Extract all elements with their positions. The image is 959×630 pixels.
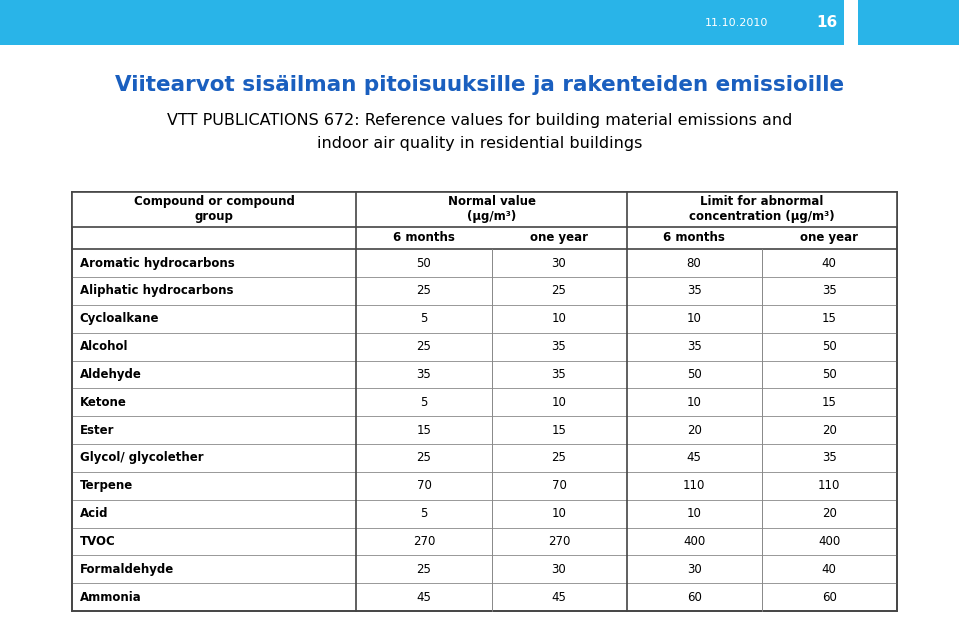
Text: 25: 25 bbox=[551, 452, 567, 464]
Text: Normal value
(µg/m³): Normal value (µg/m³) bbox=[448, 195, 535, 223]
Text: 45: 45 bbox=[416, 591, 432, 604]
Text: 25: 25 bbox=[551, 284, 567, 297]
Text: Aliphatic hydrocarbons: Aliphatic hydrocarbons bbox=[80, 284, 233, 297]
Text: 25: 25 bbox=[416, 284, 432, 297]
Text: 15: 15 bbox=[822, 312, 836, 325]
Text: 400: 400 bbox=[818, 535, 840, 548]
Text: Glycol/ glycolether: Glycol/ glycolether bbox=[80, 452, 203, 464]
Text: Alcohol: Alcohol bbox=[80, 340, 129, 353]
Text: Ammonia: Ammonia bbox=[80, 591, 141, 604]
Text: Limit for abnormal
concentration (µg/m³): Limit for abnormal concentration (µg/m³) bbox=[689, 195, 834, 223]
Text: 60: 60 bbox=[687, 591, 702, 604]
Text: Aldehyde: Aldehyde bbox=[80, 368, 142, 381]
Text: 40: 40 bbox=[822, 563, 836, 576]
Text: 6 months: 6 months bbox=[664, 231, 725, 244]
Text: 20: 20 bbox=[822, 507, 836, 520]
Text: 270: 270 bbox=[548, 535, 571, 548]
Text: Compound or compound
group: Compound or compound group bbox=[133, 195, 294, 223]
Text: 45: 45 bbox=[551, 591, 567, 604]
Text: 50: 50 bbox=[416, 256, 432, 270]
Bar bbox=[0, 0, 959, 45]
Text: 15: 15 bbox=[551, 423, 567, 437]
Text: 400: 400 bbox=[683, 535, 705, 548]
Text: 70: 70 bbox=[416, 479, 432, 492]
Text: 110: 110 bbox=[818, 479, 840, 492]
Text: 30: 30 bbox=[551, 563, 567, 576]
Text: 25: 25 bbox=[416, 340, 432, 353]
Text: Ester: Ester bbox=[80, 423, 114, 437]
Text: 70: 70 bbox=[551, 479, 567, 492]
Text: 6 months: 6 months bbox=[393, 231, 455, 244]
Text: 10: 10 bbox=[687, 396, 702, 409]
Text: 35: 35 bbox=[822, 452, 836, 464]
Text: 35: 35 bbox=[551, 368, 567, 381]
Bar bbox=[626, 192, 897, 227]
Bar bbox=[72, 192, 897, 611]
Text: 50: 50 bbox=[687, 368, 701, 381]
Text: Aromatic hydrocarbons: Aromatic hydrocarbons bbox=[80, 256, 234, 270]
Text: 60: 60 bbox=[822, 591, 836, 604]
Text: 35: 35 bbox=[416, 368, 432, 381]
Text: 15: 15 bbox=[416, 423, 432, 437]
Text: 10: 10 bbox=[687, 507, 702, 520]
Text: Cycloalkane: Cycloalkane bbox=[80, 312, 159, 325]
Text: 270: 270 bbox=[412, 535, 435, 548]
Text: 45: 45 bbox=[687, 452, 702, 464]
Text: 10: 10 bbox=[687, 312, 702, 325]
Text: 16: 16 bbox=[816, 15, 837, 30]
Text: Formaldehyde: Formaldehyde bbox=[80, 563, 174, 576]
Text: 5: 5 bbox=[420, 396, 428, 409]
Text: 20: 20 bbox=[822, 423, 836, 437]
Text: 10: 10 bbox=[551, 507, 567, 520]
Text: 35: 35 bbox=[551, 340, 567, 353]
Text: VTT PUBLICATIONS 672: Reference values for building material emissions and: VTT PUBLICATIONS 672: Reference values f… bbox=[167, 113, 792, 129]
Text: 35: 35 bbox=[687, 284, 701, 297]
Text: Acid: Acid bbox=[80, 507, 108, 520]
Text: 25: 25 bbox=[416, 563, 432, 576]
Text: 5: 5 bbox=[420, 507, 428, 520]
Text: 50: 50 bbox=[822, 368, 836, 381]
Bar bbox=[72, 192, 357, 227]
Text: 35: 35 bbox=[822, 284, 836, 297]
Bar bbox=[357, 192, 626, 227]
Text: 25: 25 bbox=[416, 452, 432, 464]
Text: 10: 10 bbox=[551, 396, 567, 409]
Text: 80: 80 bbox=[687, 256, 701, 270]
Text: 10: 10 bbox=[551, 312, 567, 325]
Text: 20: 20 bbox=[687, 423, 702, 437]
Text: one year: one year bbox=[800, 231, 858, 244]
Text: 50: 50 bbox=[822, 340, 836, 353]
Text: 35: 35 bbox=[687, 340, 701, 353]
Text: Ketone: Ketone bbox=[80, 396, 127, 409]
Text: indoor air quality in residential buildings: indoor air quality in residential buildi… bbox=[316, 136, 643, 151]
Text: Viitearvot sisäilman pitoisuuksille ja rakenteiden emissioille: Viitearvot sisäilman pitoisuuksille ja r… bbox=[115, 75, 844, 95]
Text: 40: 40 bbox=[822, 256, 836, 270]
Text: Terpene: Terpene bbox=[80, 479, 133, 492]
Bar bbox=[844, 0, 959, 52]
Text: 11.10.2010: 11.10.2010 bbox=[705, 18, 768, 28]
Text: 110: 110 bbox=[683, 479, 705, 492]
Text: 30: 30 bbox=[687, 563, 701, 576]
Bar bbox=[858, 0, 959, 45]
Text: 30: 30 bbox=[551, 256, 567, 270]
Text: VTT: VTT bbox=[887, 14, 925, 32]
Text: 5: 5 bbox=[420, 312, 428, 325]
Text: one year: one year bbox=[530, 231, 588, 244]
Text: 15: 15 bbox=[822, 396, 836, 409]
Text: TVOC: TVOC bbox=[80, 535, 115, 548]
